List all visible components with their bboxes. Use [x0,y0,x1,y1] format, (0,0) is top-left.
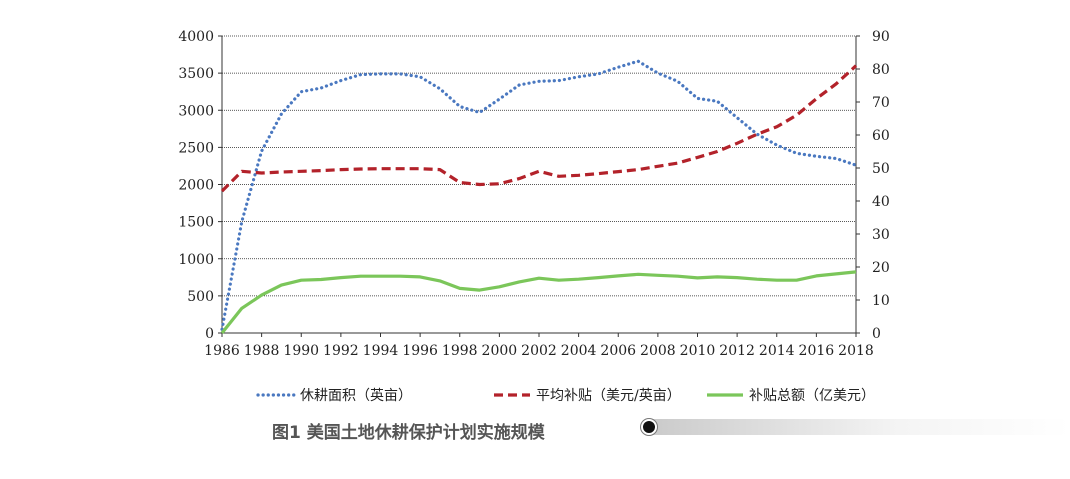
y-right-tick-label: 90 [872,29,890,45]
y-left-tick-label: 2000 [178,178,214,194]
x-tick-label: 2008 [640,343,676,359]
x-tick-label: 2014 [759,343,795,359]
x-tick-label: 2006 [600,343,636,359]
y-left-tick-label: 500 [187,289,214,305]
legend-label-3: 补贴总额（亿美元） [749,388,875,404]
y-left-tick-label: 1000 [178,252,214,268]
y-right-tick-label: 60 [872,128,890,144]
x-tick-label: 2016 [799,343,835,359]
y-left-tick-label: 2500 [178,140,214,156]
figure-caption: 图1 美国土地休耕保护计划实施规模 [272,423,545,443]
tick-labels: 0 500 1000 1500 2000 2500 3000 3500 4000 0 10 20 30 4… [178,29,889,359]
x-tick-label: 1998 [442,343,478,359]
y-right-tick-label: 50 [872,161,890,177]
caption-scroll-bar [641,419,1070,435]
axes [218,35,860,337]
series-lines [220,59,858,335]
caption-handle-icon [641,419,657,435]
y-right-tick-label: 30 [872,227,890,243]
y-right-tick-label: 40 [872,194,890,210]
legend-label-2: 平均补贴（美元/英亩） [536,387,681,404]
x-tick-label: 1996 [402,343,438,359]
x-tick-label: 2000 [482,343,518,359]
series-line-2 [220,64,858,193]
x-tick-label: 1986 [204,343,240,359]
x-tick-label: 2004 [561,343,597,359]
y-right-tick-label: 70 [872,95,890,111]
y-left-tick-label: 3000 [178,103,214,119]
x-tick-label: 2018 [838,343,874,359]
x-tick-label: 1994 [363,343,399,359]
x-tick-label: 2010 [680,343,716,359]
y-right-tick-label: 80 [872,62,890,78]
y-left-tick-label: 3500 [178,66,214,82]
y-right-tick-label: 10 [872,293,890,309]
x-tick-label: 1990 [283,343,319,359]
x-tick-label: 2002 [521,343,557,359]
legend: 休耕面积（英亩） 平均补贴（美元/英亩） 补贴总额（亿美元） [256,387,875,404]
series-line-3 [220,270,857,335]
legend-label-1: 休耕面积（英亩） [300,387,412,404]
y-left-tick-label: 1500 [178,215,214,231]
series-line-1 [220,59,858,331]
gridlines [222,35,856,297]
x-tick-label: 2012 [719,343,755,359]
y-right-tick-label: 0 [872,326,881,342]
y-left-tick-label: 4000 [178,29,214,45]
x-tick-label: 1992 [323,343,359,359]
x-tick-label: 1988 [244,343,280,359]
y-left-tick-label: 0 [205,326,214,342]
y-right-tick-label: 20 [872,260,890,276]
